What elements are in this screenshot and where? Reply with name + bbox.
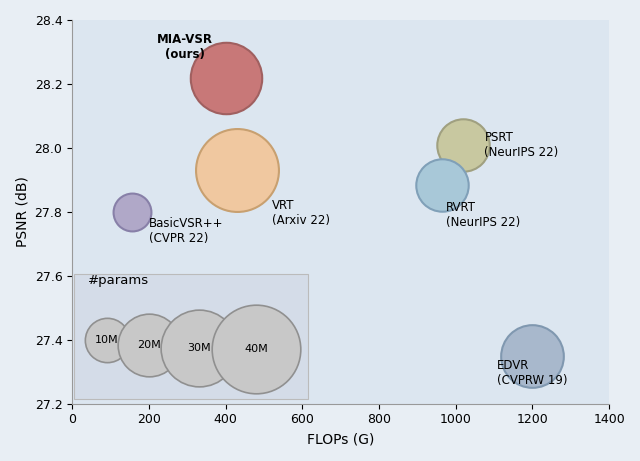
Point	[102, 336, 112, 343]
Text: VRT
(Arxiv 22): VRT (Arxiv 22)	[271, 200, 330, 227]
Text: 40M: 40M	[244, 344, 268, 355]
Text: MIA-VSR
(ours): MIA-VSR (ours)	[157, 33, 213, 61]
Text: PSRT
(NeurIPS 22): PSRT (NeurIPS 22)	[484, 131, 559, 159]
Point	[527, 352, 538, 360]
Text: EDVR
(CVPRW 19): EDVR (CVPRW 19)	[497, 359, 568, 387]
Y-axis label: PSNR (dB): PSNR (dB)	[15, 177, 29, 247]
Text: RVRT
(NeurIPS 22): RVRT (NeurIPS 22)	[446, 201, 520, 229]
Point	[232, 166, 242, 174]
Text: 20M: 20M	[137, 340, 161, 349]
Point	[127, 208, 137, 216]
Point	[251, 346, 261, 353]
Text: #params: #params	[88, 274, 148, 287]
Point	[144, 341, 154, 348]
Point	[458, 141, 468, 148]
X-axis label: FLOPs (G): FLOPs (G)	[307, 432, 374, 446]
Point	[437, 181, 447, 189]
Text: 10M: 10M	[95, 335, 118, 345]
Text: BasicVSR++
(CVPR 22): BasicVSR++ (CVPR 22)	[149, 217, 223, 245]
Point	[194, 344, 204, 351]
FancyBboxPatch shape	[74, 274, 308, 399]
Point	[220, 74, 230, 81]
Text: 30M: 30M	[187, 343, 211, 353]
